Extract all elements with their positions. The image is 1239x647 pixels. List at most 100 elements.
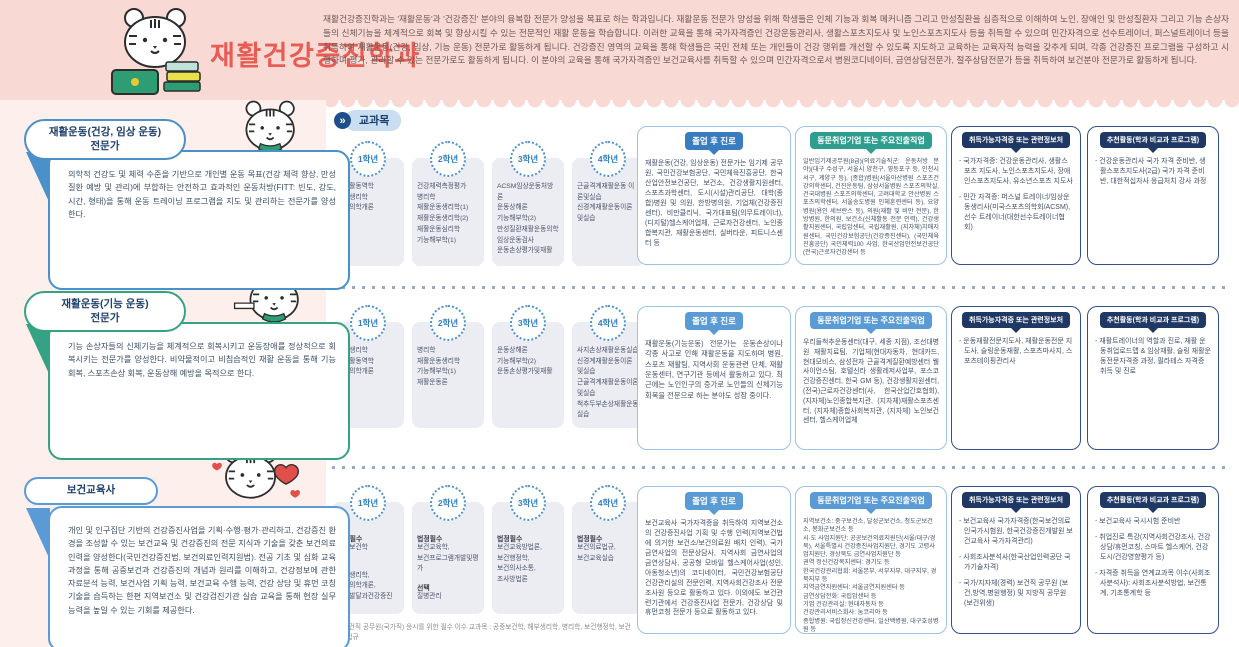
year-badge: 1학년 [350,305,386,341]
course-group-label: 법정필수 [497,536,523,543]
year-badge: 4학년 [590,485,626,521]
course-list: 보건의료법규, 보건교육실습 [577,544,616,562]
info-box-body: 재활운동(기능운동) 전문가는 운동손상이나 각종 사고로 인해 재활운동을 지… [645,339,783,400]
expert-title-functional: 재활운동(기능 운동) 전문가 [24,291,186,333]
year-card: 2학년 병리학 재활운동생리학 기능해부학(1) 재활운동론 [412,305,484,428]
info-box-employers-clinical: 동문취업기업 또는 주요진출직업 일반임기제공무원(8급)(의료기술직군: 운동… [795,126,947,265]
course-list: 근골격계재활운동 이론및실습 신경계재활운동이론 및실습 [577,183,635,223]
info-box-body: - 국가자격증: 건강운동관리사, 생활스포츠 지도사, 노인스포츠지도사, 장… [952,157,1080,245]
year-badge: 4학년 [590,305,626,341]
course-list: 건강체력측정평가 병리학 재활운동생리학(1) 재활운동생리학(2) 재활운동심… [417,183,469,244]
info-box-employers-functional: 동문취업기업 또는 주요진출직업 우리들척추운동센터(대구, 세종 지점), 조… [795,306,947,450]
course-list: 보건교육방법론, 보건행정학, 보건의사소통, 조사방법론 [497,544,542,584]
course-group-label: 법정필수 [577,536,603,543]
info-box-header: 동문취업기업 또는 주요진출직업 [810,492,932,514]
page-title: 재활건강증진학과 [210,41,421,71]
curriculum-label-text: 교과목 [345,110,402,131]
year-badge: 4학년 [590,141,626,177]
expert-title-line1: 재활운동(건강, 임상 운동) [48,126,162,138]
expert-title-line1: 보건교육사 [66,484,116,496]
year-card: 2학년 법정필수 보건교육학, 보건프로그램개발및평가 선택 질병관리 [412,485,484,614]
year-badge: 2학년 [430,305,466,341]
info-box-header: 취득가능자격증 또는 관련정보처 [961,492,1071,513]
info-box-header: 졸업 후 진로 [685,492,743,515]
expert-title-line2: 전문가 [90,311,120,324]
info-box-body: - 보건교육사 국가자격증(한국보건의료인국가시험원, 한국건강증진개발원 보건… [952,517,1080,621]
info-box-body: 보건교육사 국가자격증을 취득하여 지역보건소의 건강증진사업 기획 및 수행 … [645,520,783,617]
tiger-mascot-icon [245,100,295,153]
list-item: - 국가자격증: 건강운동관리사, 생활스포츠 지도사, 노인스포츠지도사, 장… [959,158,1073,185]
expert-title-line2: 전문가 [90,139,120,152]
info-box-header: 추천활동(학과 비교과 프로그램) [1099,492,1207,513]
expert-title-health-educator: 보건교육사 [24,477,158,505]
expert-title-clinical: 재활운동(건강, 임상 운동) 전문가 [24,119,186,161]
course-list: 공중보건학 [337,544,368,551]
dotted-separator [332,286,1232,289]
list-item: - 취업진로 특강(지역사회건강조사, 건강상담/휴먼코칭, 스마트 헬스케어,… [1095,533,1211,561]
year-badge: 3학년 [510,485,546,521]
info-box-header: 추천활동(학과 비교과 프로그램) [1099,312,1207,333]
list-item: - 보건교육사 국시시험 준비반 [1095,518,1181,525]
top-band [0,0,1239,100]
curriculum-section-label: » 교과목 [334,110,402,131]
list-item: - 운동재활전문지도사, 재활운동전문 지도사, 슬링운동재활, 스포츠마사지,… [959,338,1073,365]
info-box-body: - 재활트레이너의 역할과 진로, 재활 운동취업로드맵 & 임상재활, 슬링 … [1088,337,1218,389]
info-box-header: 추천활동(학과 비교과 프로그램) [1099,132,1207,153]
year-badge: 2학년 [430,485,466,521]
curriculum-row-health-educator: 1학년 법정필수 공중보건학 선택 해부생리학, 운동의학개론, 인간발달과건강… [332,485,644,614]
info-box-activities-functional: 추천활동(학과 비교과 프로그램) - 재활트레이너의 역할과 진로, 재활 운… [1087,306,1219,450]
list-item: - 민간 자격증: 퍼스널 트레이너/임상운동생리사(미국스포츠의학회/ACSM… [959,193,1071,231]
course-list: 보건교육학, 보건프로그램개발및평가 [417,544,479,573]
book-stack-icon [163,61,201,92]
list-item: - 보건교육사 국가자격증(한국보건의료인국가시험원, 한국건강증진개발원 보건… [959,518,1073,545]
heart-icon [273,464,299,485]
info-box-header: 졸업 후 진로 [685,312,743,335]
info-box-body: 지역보건소: 중구보건소, 달성군보건소, 청도군보건소, 봉화군보건소 등 시… [803,518,939,633]
info-box-header: 취득가능자격증 또는 관련정보처 [961,312,1071,333]
expert-title-line1: 재활운동(기능 운동) [61,298,149,310]
course-group-label: 선택 [417,585,430,593]
info-box-certifications-health-educator: 취득가능자격증 또는 관련정보처 - 보건교육사 국가자격증(한국보건의료인국가… [951,486,1081,634]
year-badge: 2학년 [430,141,466,177]
year-card: 4학년 근골격계재활운동 이론및실습 신경계재활운동이론 및실습 [572,141,644,266]
info-box-certifications-clinical: 취득가능자격증 또는 관련정보처 - 국가자격증: 건강운동관리사, 생활스포츠… [951,126,1081,265]
dotted-separator [332,466,1232,469]
tiger-mascot-reading-icon [111,8,201,95]
course-list: 해부생리학, 운동의학개론, 인간발달과건강증진 [337,571,393,601]
list-item: - 국가/지자체(경력) 보건직 공무원 (보건,방역,병원행정) 및 지방직 … [959,579,1069,607]
info-box-career-clinical: 졸업 후 진로 재활운동(건강, 임상운동) 전문가는 임기제 공무원, 국민건… [637,126,791,265]
department-intro-paragraph: 재활건강증진학과는 '재활운동'과 '건강증진' 분야의 융복합 전문가 양성을… [323,14,1229,66]
curriculum-footnote: ※ 보건직 공무원(국가직) 응시를 위한 필수 이수 교과목 : 공중보건학,… [334,624,631,641]
curriculum-row-functional: 1학년 해부생리학 신체활동역학 운동의학개론 2학년 병리학 재활운동생리학 … [332,305,644,428]
year-card: 3학년 법정필수 보건교육방법론, 보건행정학, 보건의사소통, 조사방법론 [492,485,564,614]
info-box-body: - 건강운동관리사 국가 자격 준비반, 생활스포츠지도사(2급) 국가 자격 … [1088,157,1218,199]
course-list: 운동상해론 기능해부학(2) 운동손상평가및재활 [497,347,553,376]
expert-card-functional: 기능 손상자들의 신체기능을 체계적으로 회복시키고 운동장애를 정상적으로 회… [48,322,350,460]
small-heart-icon [212,462,222,471]
info-box-header: 동문취업기업 또는 주요진출직업 [810,132,932,154]
info-box-activities-health-educator: 추천활동(학과 비교과 프로그램) - 보건교육사 국시시험 준비반 - 취업진… [1087,486,1219,634]
curriculum-row-clinical: 1학년 신체활동역학 해부생리학 운동의학개론 2학년 건강체력측정평가 병리학… [332,141,644,266]
small-heart-icon [290,490,301,498]
scarf-icon [261,312,287,323]
info-box-body: 재활운동(건강, 임상운동) 전문가는 임기제 공무원, 국민건강보험공단, 국… [645,160,783,247]
double-chevron-icon: » [334,112,351,129]
year-card: 4학년 법정필수 보건의료법규, 보건교육실습 [572,485,644,614]
info-box-body: - 운동재활전문지도사, 재활운동전문 지도사, 슬링운동재활, 스포츠마사지,… [952,337,1080,379]
course-group-label: 법정필수 [417,536,443,543]
year-card: 3학년 ACSM임상운동처방론 운동상해론 기능해부학(2) 만성질환재활운동의… [492,141,564,266]
year-badge: 3학년 [510,305,546,341]
year-badge: 1학년 [350,485,386,521]
info-box-career-health-educator: 졸업 후 진로 보건교육사 국가자격증을 취득하여 지역보건소의 건강증진사업 … [637,486,791,634]
course-list: 병리학 재활운동생리학 기능해부학(1) 재활운동론 [417,347,461,387]
year-card: 4학년 사지손상재활운동실습 신경계재활운동이론 및실습 근골격계재활운동이론및… [572,305,644,428]
expert-description: 개인 및 인구집단 기반의 건강증진사업을 기획·수행·평가·관리하고, 건강증… [68,526,336,615]
expert-card-health-educator: 개인 및 인구집단 기반의 건강증진사업을 기획·수행·평가·관리하고, 건강증… [48,506,350,647]
info-box-header: 졸업 후 진로 [685,132,743,155]
list-item: - 건강운동관리사 국가 자격 준비반, 생활스포츠지도사(2급) 국가 자격 … [1095,158,1207,185]
expert-description: 기능 손상자들의 신체기능을 체계적으로 회복시키고 운동장애를 정상적으로 회… [68,342,336,378]
list-item: - 사회조사분석사(한국산업인력공단 국가기술자격) [959,553,1071,571]
year-card: 3학년 운동상해론 기능해부학(2) 운동손상평가및재활 [492,305,564,428]
list-item: - 재활트레이너의 역할과 진로, 재활 운동취업로드맵 & 임상재활, 슬링 … [1095,338,1211,375]
